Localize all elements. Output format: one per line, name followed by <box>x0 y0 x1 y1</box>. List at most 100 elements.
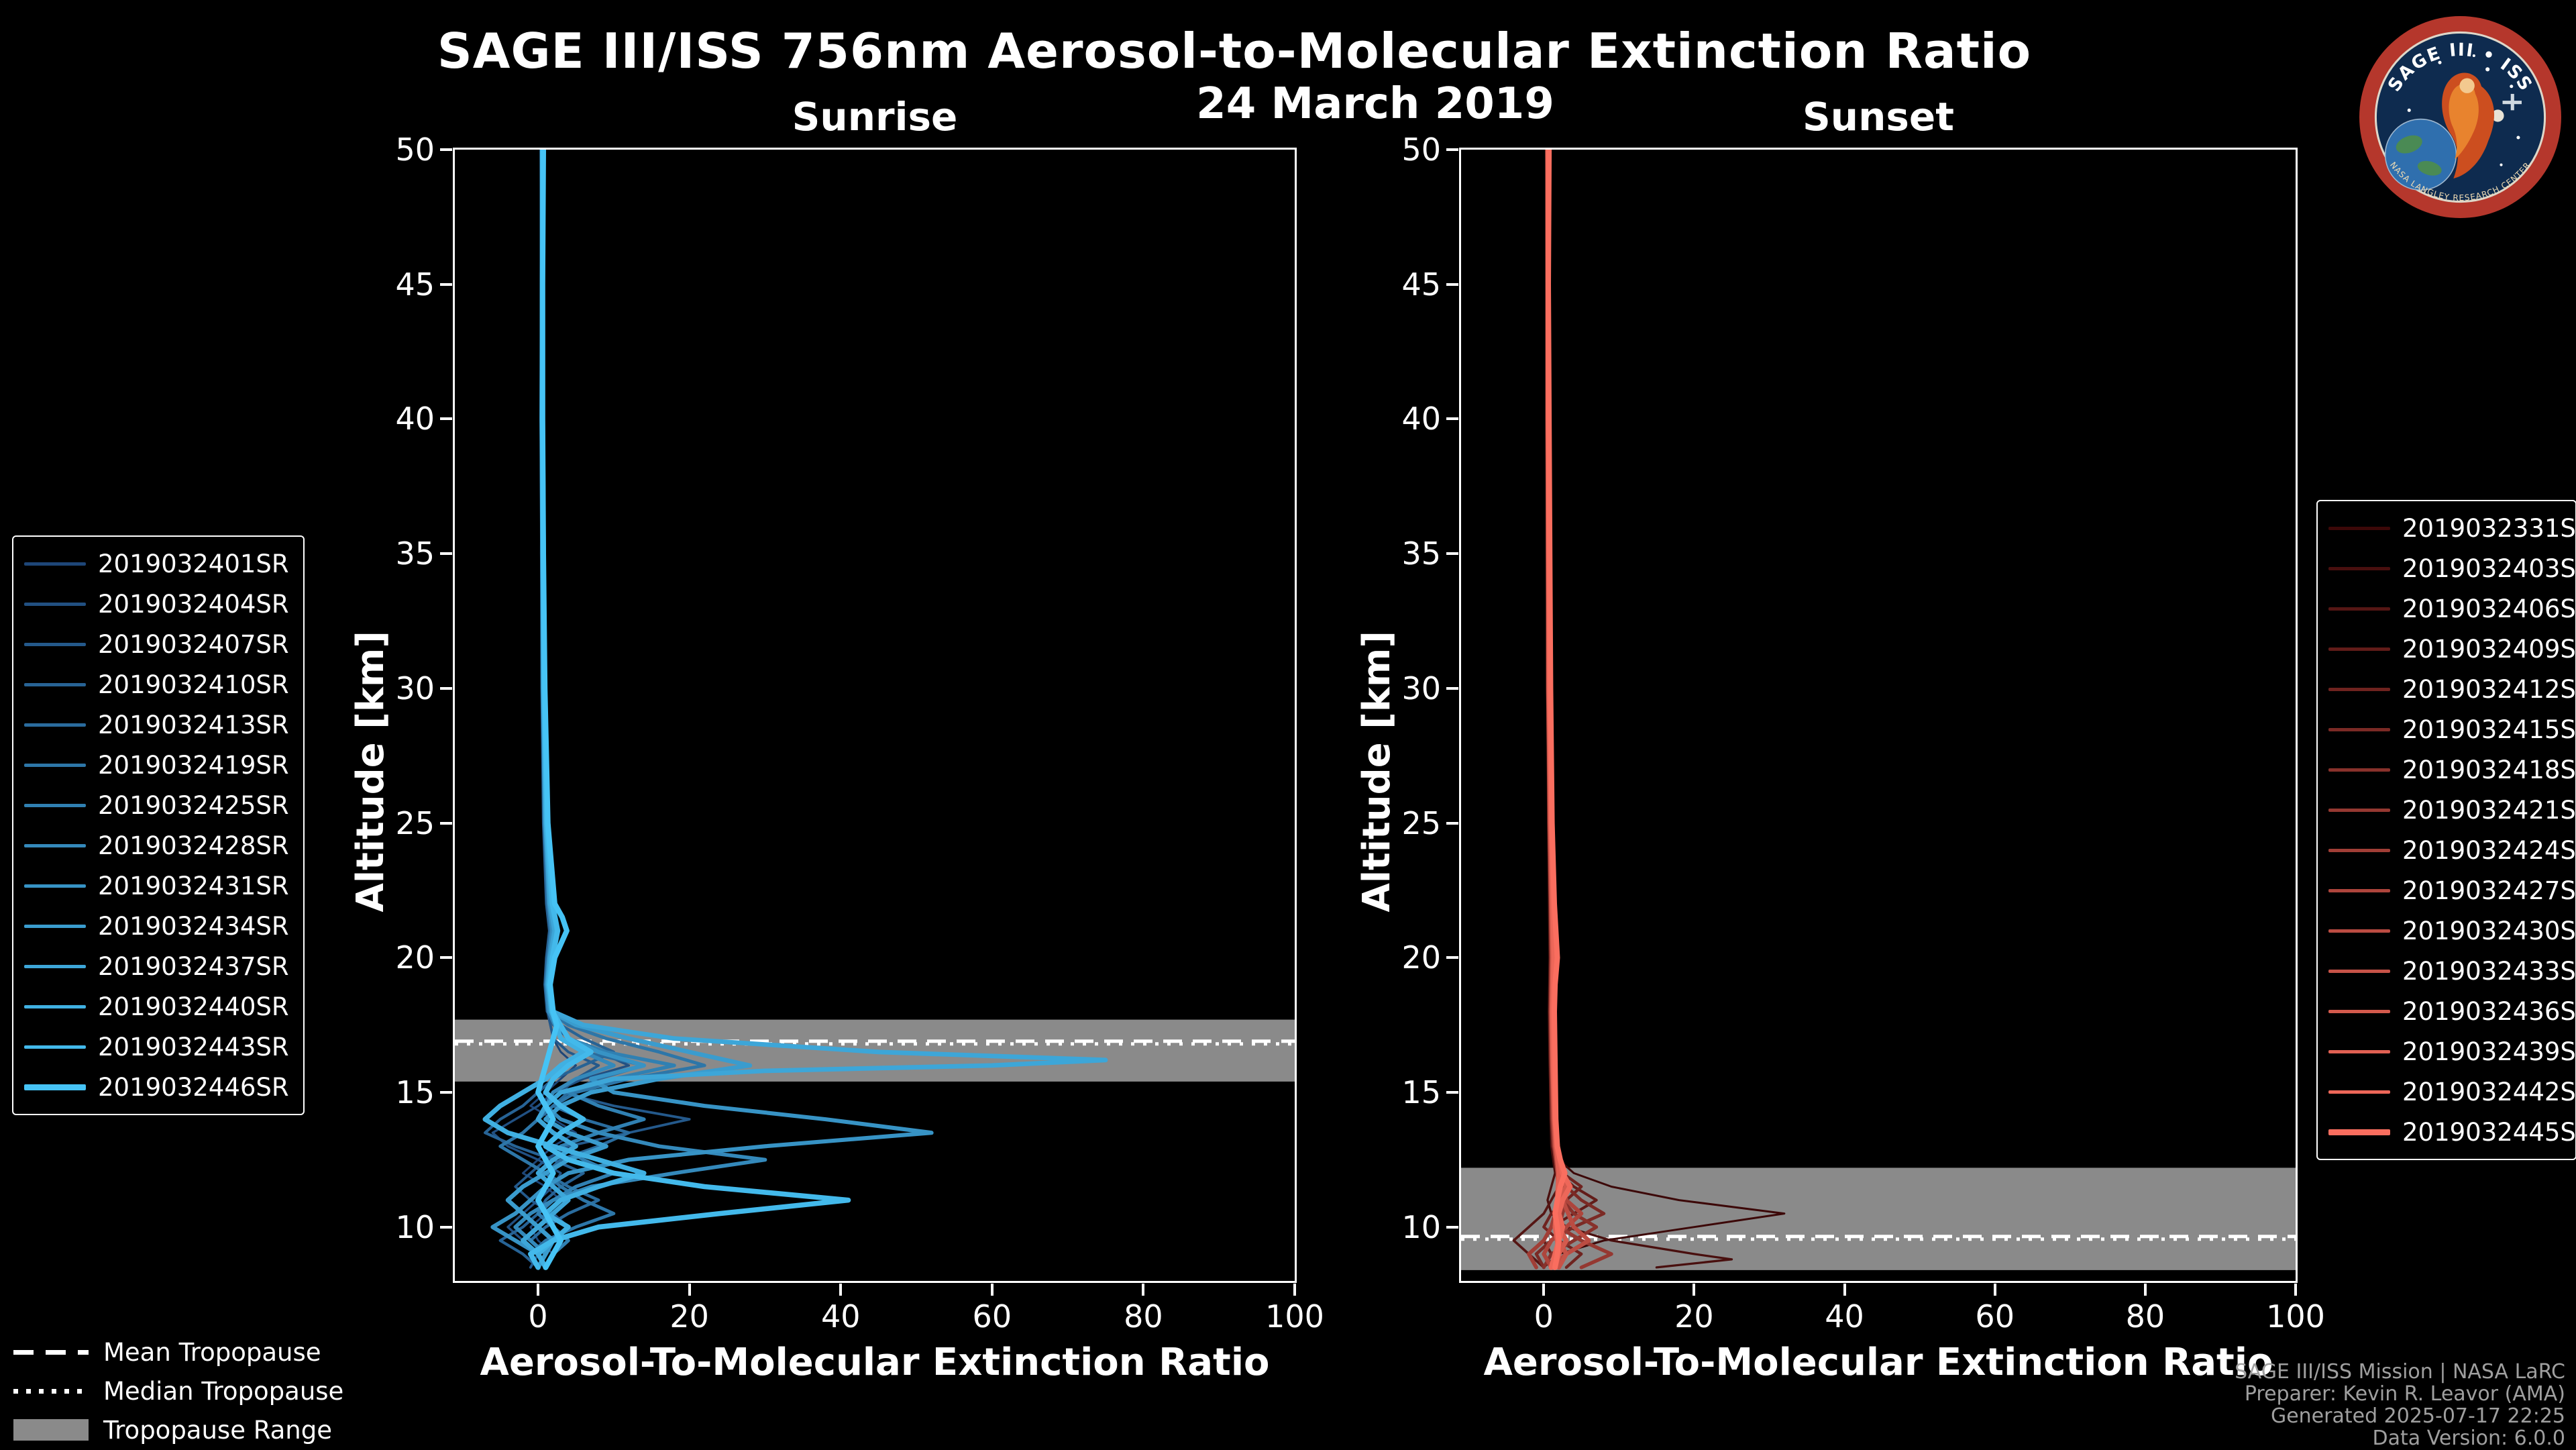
logo-moon <box>2491 109 2504 122</box>
y-tick-label: 30 <box>395 670 435 707</box>
legend-label: 2019032428SR <box>98 831 289 860</box>
legend-label: 2019032437SR <box>98 951 289 981</box>
legend-item-2019032439SS: 2019032439SS <box>2328 1031 2576 1072</box>
legend-item-2019032403SS: 2019032403SS <box>2328 548 2576 588</box>
legend-line-sample <box>2328 607 2390 611</box>
x-tick-mark <box>1542 1284 1546 1296</box>
legend-item-2019032446SR: 2019032446SR <box>24 1067 292 1107</box>
y-tick-mark <box>1446 821 1458 825</box>
legend-label: 2019032425SR <box>98 790 289 820</box>
legend-item-2019032440SR: 2019032440SR <box>24 986 292 1027</box>
y-tick-label: 35 <box>1401 535 1441 572</box>
legend-line-sample <box>24 843 86 847</box>
legend-line-sample <box>2328 1009 2390 1013</box>
legend-label: 2019032415SS <box>2402 715 2576 744</box>
legend-item-2019032404SR: 2019032404SR <box>24 584 292 624</box>
legend-item-2019032406SS: 2019032406SS <box>2328 588 2576 629</box>
y-tick-mark <box>1446 552 1458 556</box>
legend-line-sample <box>2328 888 2390 892</box>
x-tick-mark <box>1142 1284 1145 1296</box>
median-tropopause-legend-item: Median Tropopause <box>13 1371 343 1410</box>
legend-item-2019032331SS: 2019032331SS <box>2328 508 2576 548</box>
x-tick-mark <box>2143 1284 2147 1296</box>
logo-earth <box>2384 118 2457 191</box>
legend-label: 2019032446SR <box>98 1072 289 1102</box>
sunset-plot-canvas <box>1461 150 2296 1270</box>
legend-item-2019032407SR: 2019032407SR <box>24 624 292 664</box>
y-tick-mark <box>440 417 452 421</box>
legend-item-2019032412SS: 2019032412SS <box>2328 669 2576 709</box>
y-tick-label: 30 <box>1401 670 1441 707</box>
legend-line-sample <box>24 602 86 606</box>
x-tick-label: 100 <box>1265 1298 1324 1335</box>
legend-label: 2019032436SS <box>2402 996 2576 1026</box>
sunrise-legend: 2019032401SR 2019032404SR 2019032407SR 2019… <box>12 535 305 1115</box>
legend-line-sample <box>2328 1090 2390 1094</box>
legend-line-sample <box>2328 929 2390 933</box>
mean-tropopause-label: Mean Tropopause <box>103 1337 321 1367</box>
y-tick-label: 25 <box>1401 805 1441 841</box>
sunrise-plot-canvas <box>455 150 1295 1270</box>
y-tick-label: 10 <box>1401 1208 1441 1245</box>
y-tick-mark <box>440 282 452 286</box>
y-tick-mark <box>1446 686 1458 690</box>
legend-item-2019032421SS: 2019032421SS <box>2328 790 2576 830</box>
x-tick-label: 0 <box>528 1298 548 1335</box>
tropopause-range-legend-item: Tropopause Range <box>13 1410 343 1449</box>
profile-2019032446SR <box>535 150 570 1270</box>
legend-label: 2019032439SS <box>2402 1037 2576 1066</box>
legend-label: 2019032409SS <box>2402 634 2576 664</box>
profile-2019032403SS <box>1546 150 1733 1269</box>
tropopause-range-patch-sample <box>13 1419 89 1441</box>
y-tick-label: 35 <box>395 535 435 572</box>
legend-item-2019032430SS: 2019032430SS <box>2328 911 2576 951</box>
y-tick-mark <box>440 956 452 960</box>
profile-2019032437SR <box>521 150 1108 1270</box>
legend-item-2019032445SS: 2019032445SS <box>2328 1112 2576 1152</box>
legend-item-2019032434SR: 2019032434SR <box>24 906 292 946</box>
legend-label: 2019032413SR <box>98 710 289 739</box>
page-title: SAGE III/ISS 756nm Aerosol-to-Molecular … <box>437 23 2032 79</box>
sunrise-plot-panel: 0 20 40 60 80 100 10 15 20 25 30 35 40 45 50 <box>395 132 1324 1335</box>
legend-item-2019032413SR: 2019032413SR <box>24 705 292 745</box>
y-tick-label: 25 <box>395 805 435 841</box>
legend-item-2019032431SR: 2019032431SR <box>24 866 292 906</box>
legend-label: 2019032442SS <box>2402 1077 2576 1106</box>
y-tick-mark <box>440 1091 452 1094</box>
y-tick-label: 50 <box>1401 132 1441 168</box>
x-tick-mark <box>1293 1284 1296 1296</box>
legend-item-2019032425SR: 2019032425SR <box>24 785 292 825</box>
x-tick-mark <box>839 1284 843 1296</box>
y-tick-label: 40 <box>1401 401 1441 437</box>
legend-item-2019032428SR: 2019032428SR <box>24 825 292 866</box>
legend-item-2019032415SS: 2019032415SS <box>2328 709 2576 749</box>
x-tick-mark <box>2294 1284 2297 1296</box>
legend-line-sample <box>2328 1049 2390 1053</box>
legend-label: 2019032407SR <box>98 629 289 659</box>
legend-line-sample <box>24 884 86 888</box>
legend-item-2019032419SR: 2019032419SR <box>24 745 292 785</box>
legend-item-2019032436SS: 2019032436SS <box>2328 991 2576 1031</box>
legend-label: 2019032433SS <box>2402 956 2576 986</box>
legend-label: 2019032427SS <box>2402 876 2576 905</box>
legend-line-sample <box>2328 768 2390 772</box>
legend-line-sample <box>24 924 86 928</box>
x-tick-label: 60 <box>972 1298 1012 1335</box>
credit-generated: Generated 2025-07-17 22:25 <box>2270 1404 2565 1428</box>
sunset-legend: 2019032331SS 2019032403SS 2019032406SS 2019… <box>2316 500 2576 1160</box>
legend-item-2019032424SS: 2019032424SS <box>2328 830 2576 870</box>
x-tick-mark <box>990 1284 994 1296</box>
tropopause-range-band <box>1461 1168 2296 1270</box>
legend-line-sample <box>24 1004 86 1008</box>
x-tick-mark <box>688 1284 691 1296</box>
y-tick-mark <box>440 1225 452 1229</box>
sunset-x-axis-label: Aerosol-To-Molecular Extinction Ratio <box>1483 1341 2273 1384</box>
legend-label: 2019032430SS <box>2402 916 2576 945</box>
x-tick-mark <box>1993 1284 1996 1296</box>
y-tick-label: 40 <box>395 401 435 437</box>
legend-item-2019032410SR: 2019032410SR <box>24 664 292 705</box>
legend-item-2019032418SS: 2019032418SS <box>2328 749 2576 790</box>
legend-item-2019032442SS: 2019032442SS <box>2328 1072 2576 1112</box>
mean-tropopause-legend-item: Mean Tropopause <box>13 1333 343 1371</box>
sunset-title: Sunset <box>1803 94 1954 140</box>
